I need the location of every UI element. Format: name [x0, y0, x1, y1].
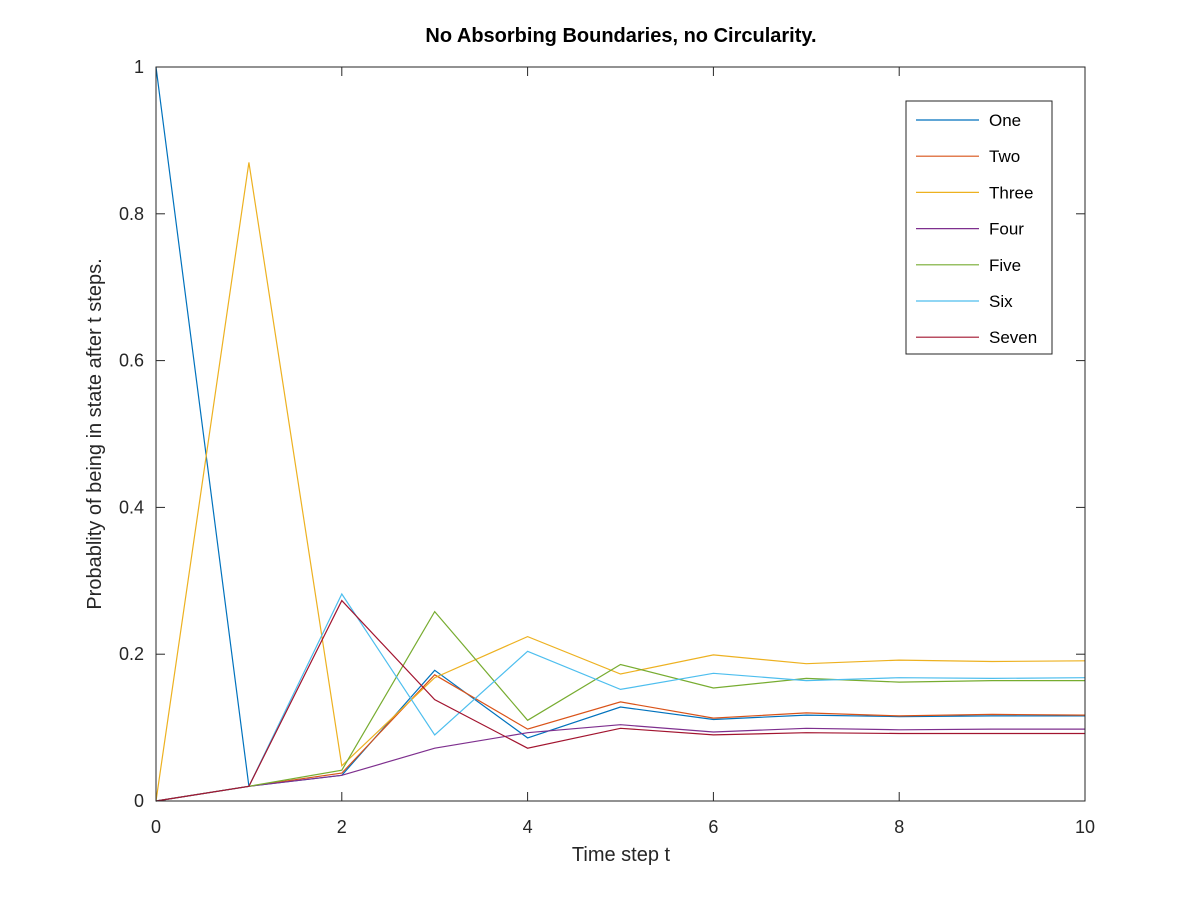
x-tick-label: 2	[337, 817, 347, 837]
chart-title: No Absorbing Boundaries, no Circularity.	[425, 25, 816, 47]
series-line-five	[155, 610, 1085, 802]
y-tick-label: 1	[134, 57, 144, 77]
x-axis-label: Time step t	[572, 844, 671, 866]
plot-frame	[155, 66, 1086, 802]
y-tick-label: 0.6	[119, 351, 144, 371]
legend-item-three: Three	[916, 183, 1033, 202]
legend-item-five: Five	[916, 256, 1021, 275]
y-axis-label: Probablity of being in state after t ste…	[84, 258, 106, 609]
legend-label: Two	[989, 147, 1020, 166]
legend-label: Five	[989, 256, 1021, 275]
legend-label: Four	[989, 220, 1024, 239]
legend-item-two: Two	[916, 147, 1020, 166]
legend-label: Three	[989, 183, 1033, 202]
series-line-six	[155, 592, 1086, 802]
x-tick-label: 6	[708, 817, 718, 837]
series-line-four	[155, 724, 1085, 802]
legend-label: Seven	[989, 328, 1037, 347]
x-tick-label: 0	[151, 817, 161, 837]
legend-item-one: One	[916, 111, 1021, 130]
ticks-layer: 0 2 4 6 8 10 0 0.2 0.4 0.6 0.8 1	[119, 57, 1095, 837]
legend-items: One Two Three Four Five Six Seven	[916, 111, 1037, 347]
legend: One Two Three Four Five Six Seven	[905, 100, 1053, 355]
series-line-seven	[155, 599, 1085, 802]
legend-label: One	[989, 111, 1021, 130]
x-tick-label: 4	[523, 817, 533, 837]
legend-item-six: Six	[916, 292, 1013, 311]
series-line-two	[155, 674, 1086, 802]
y-tick-label: 0.2	[119, 644, 144, 664]
legend-box	[905, 100, 1053, 355]
legend-item-four: Four	[916, 220, 1024, 239]
y-tick-label: 0	[134, 791, 144, 811]
legend-item-seven: Seven	[916, 328, 1037, 347]
series-layer	[155, 66, 1086, 802]
series-line-three	[155, 162, 1086, 802]
x-tick-label: 8	[894, 817, 904, 837]
x-tick-label: 10	[1075, 817, 1095, 837]
y-tick-label: 0.8	[119, 204, 144, 224]
legend-label: Six	[989, 292, 1013, 311]
y-tick-label: 0.4	[119, 497, 144, 517]
